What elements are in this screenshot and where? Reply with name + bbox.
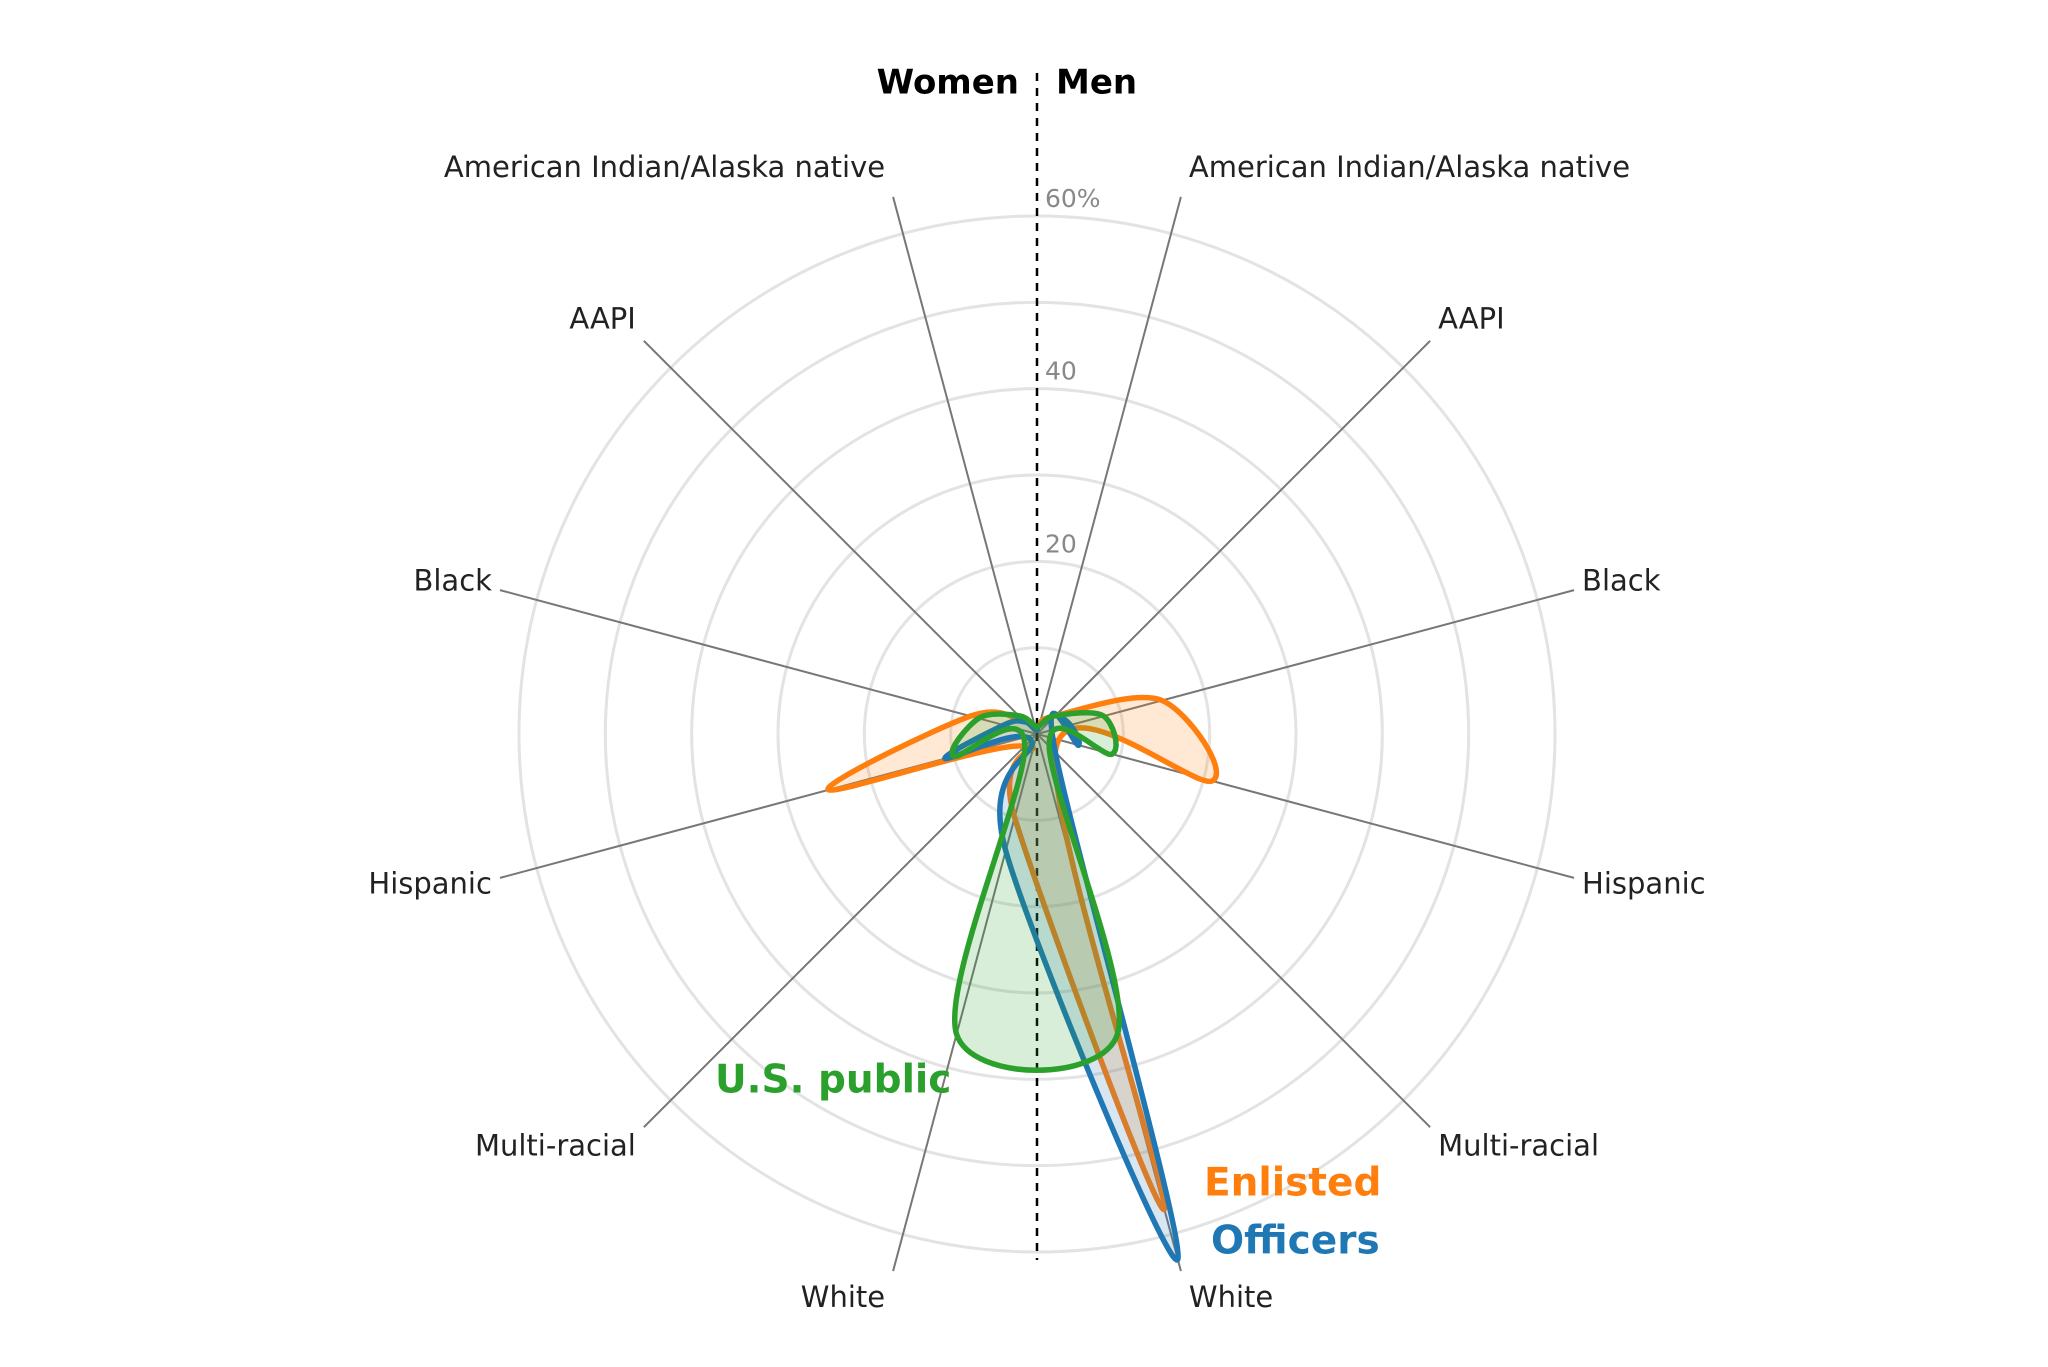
axis-line <box>1036 733 1575 879</box>
category-label: Black <box>1582 564 1661 598</box>
category-label: White <box>801 1280 885 1314</box>
grid-ring <box>862 559 1212 909</box>
axis-line <box>1036 340 1431 735</box>
legend-label: Officers <box>1211 1219 1380 1264</box>
series-area <box>942 710 1181 1263</box>
category-label: American Indian/Alaska native <box>444 150 885 184</box>
axis-line <box>643 733 1038 1128</box>
axis-line <box>1036 196 1182 735</box>
category-label: Multi-racial <box>475 1129 636 1163</box>
axis-line <box>1036 589 1575 735</box>
tick-label: 60% <box>1045 184 1101 213</box>
tick-label: 20 <box>1045 529 1077 558</box>
series-area <box>825 694 1220 1213</box>
category-label: Black <box>413 564 492 598</box>
axis-line <box>892 733 1038 1272</box>
category-label: AAPI <box>569 301 636 335</box>
category-label: Multi-racial <box>1438 1129 1599 1163</box>
category-label: Hispanic <box>368 866 492 900</box>
legend-label: Enlisted <box>1204 1161 1381 1206</box>
series-area <box>949 710 1122 1073</box>
axis-line <box>499 589 1038 735</box>
category-label: White <box>1189 1280 1273 1314</box>
category-label: AAPI <box>1438 301 1505 335</box>
category-label: Hispanic <box>1582 866 1706 900</box>
legend-label: U.S. public <box>715 1058 951 1103</box>
axis-line <box>643 340 1038 735</box>
category-label: American Indian/Alaska native <box>1189 150 1630 184</box>
half-label: Men <box>1056 63 1137 103</box>
axis-line <box>1036 733 1431 1128</box>
tick-label: 40 <box>1045 357 1077 386</box>
axis-line <box>892 196 1038 735</box>
half-label: Women <box>877 63 1019 103</box>
